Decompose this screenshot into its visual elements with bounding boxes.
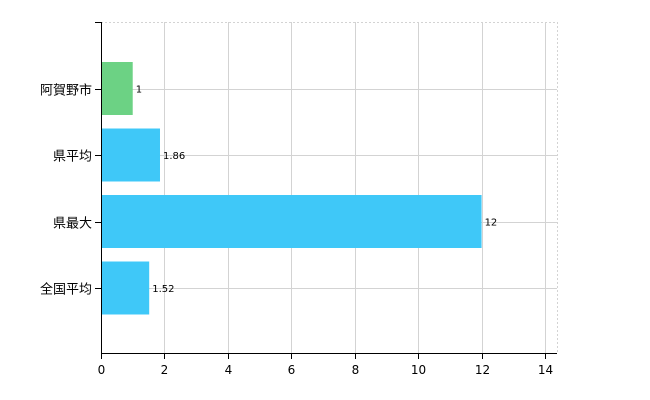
x-tick-label-3: 6 xyxy=(288,363,296,377)
x-tick-label-7: 14 xyxy=(538,363,553,377)
bar-3 xyxy=(102,261,150,315)
category-label-3: 全国平均 xyxy=(40,282,92,298)
bar-1 xyxy=(102,128,160,182)
bar-0 xyxy=(102,62,133,115)
grid-lines xyxy=(101,22,558,353)
x-tick-label-4: 8 xyxy=(352,363,360,377)
axes xyxy=(95,22,557,359)
data-label-2: 12 xyxy=(485,218,498,229)
x-tick-label-1: 2 xyxy=(161,363,169,377)
bar-2 xyxy=(102,195,482,248)
data-label-0: 1 xyxy=(136,85,142,96)
category-label-1: 県平均 xyxy=(53,150,92,165)
x-tick-label-6: 12 xyxy=(475,363,490,377)
x-tick-label-5: 10 xyxy=(411,363,426,377)
x-tick-label-2: 4 xyxy=(225,363,233,377)
category-label-2: 県最大 xyxy=(53,217,92,232)
category-label-0: 阿賀野市 xyxy=(40,83,92,99)
bars xyxy=(102,62,482,315)
x-tick-label-0: 0 xyxy=(98,363,106,377)
data-label-3: 1.52 xyxy=(152,284,174,295)
data-label-1: 1.86 xyxy=(163,151,185,162)
